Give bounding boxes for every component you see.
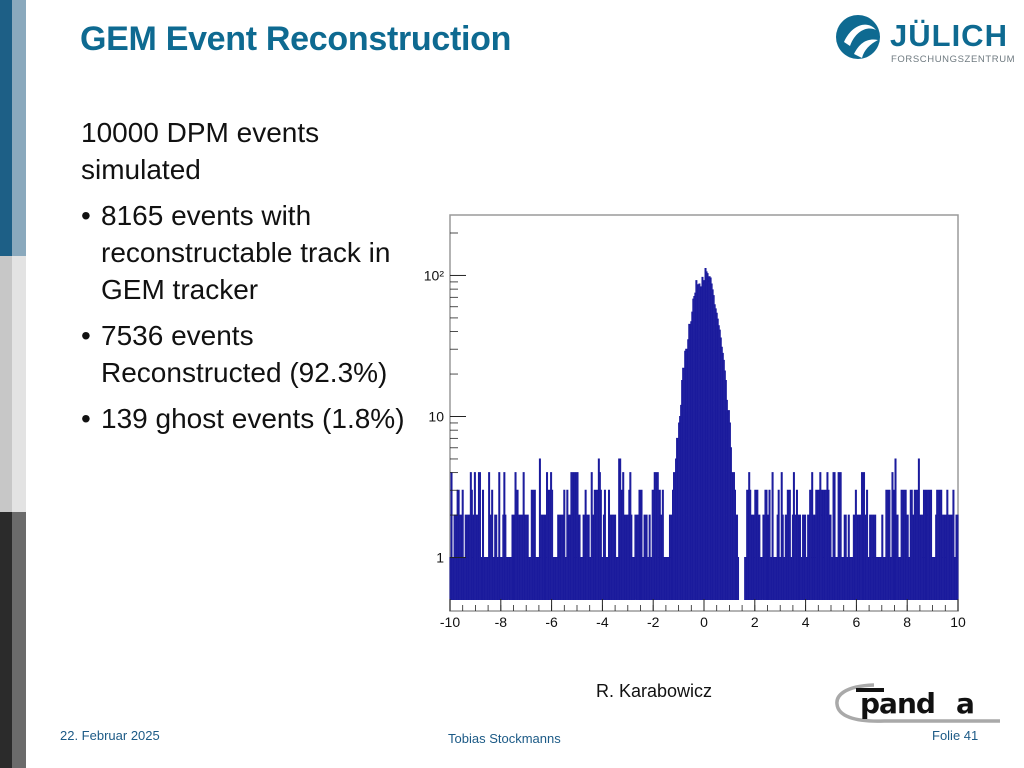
panda-logo: pand a bbox=[835, 683, 1000, 723]
slide-title: GEM Event Reconstruction bbox=[80, 20, 512, 58]
intro-text: 10000 DPM events simulated bbox=[81, 117, 320, 185]
x-tick-label: -2 bbox=[647, 614, 660, 630]
logo-subtitle: FORSCHUNGSZENTRUM bbox=[891, 54, 1016, 65]
chart-axes: -10 -8 -6 -4 -2 0 2 4 6 8 10 1 10 10² bbox=[424, 232, 966, 630]
x-tick-label: -10 bbox=[440, 614, 460, 630]
bullet-text: 8165 events with reconstructable track i… bbox=[101, 200, 391, 305]
bullet-item: • 7536 events Reconstructed (92.3%) bbox=[81, 317, 411, 391]
panda-logo-wordmark-end: a bbox=[956, 687, 975, 720]
footer-date: 22. Februar 2025 bbox=[60, 728, 160, 743]
x-tick-label: -4 bbox=[596, 614, 609, 630]
y-tick-label: 10 bbox=[428, 409, 444, 425]
logo-name: JÜLICH bbox=[890, 18, 1008, 53]
bullet-dot-icon: • bbox=[81, 320, 91, 351]
x-tick-label: -8 bbox=[495, 614, 508, 630]
bullet-list: • 8165 events with reconstructable track … bbox=[81, 197, 411, 437]
credit-text: R. Karabowicz bbox=[596, 681, 713, 701]
y-tick-label: 10² bbox=[424, 267, 445, 283]
x-tick-label: 0 bbox=[700, 614, 708, 630]
bullet-item: • 8165 events with reconstructable track … bbox=[81, 197, 411, 308]
bullet-item: • 139 ghost events (1.8%) bbox=[81, 400, 411, 437]
stripe-light-segment bbox=[12, 0, 26, 256]
bullet-dot-icon: • bbox=[81, 403, 91, 434]
slide-body: 10000 DPM events simulated • 8165 events … bbox=[81, 114, 411, 446]
juelich-logo-mark-icon bbox=[836, 15, 880, 59]
panda-logo-swoosh-icon bbox=[835, 683, 1000, 723]
stripe-dark-segment bbox=[0, 0, 12, 256]
y-tick-label: 1 bbox=[436, 550, 444, 566]
panda-logo-wordmark: pand bbox=[860, 687, 935, 720]
panda-logo-bar-icon bbox=[856, 688, 884, 692]
x-tick-label: 10 bbox=[950, 614, 966, 630]
x-tick-label: -6 bbox=[545, 614, 558, 630]
bullet-text: 7536 events Reconstructed (92.3%) bbox=[101, 320, 388, 388]
stripe-darkgrey-segment bbox=[12, 512, 26, 768]
bullet-text: 139 ghost events (1.8%) bbox=[101, 403, 405, 434]
stripe-black-segment bbox=[0, 512, 12, 768]
stripe-grey-segment bbox=[0, 256, 12, 512]
histogram-chart: -10 -8 -6 -4 -2 0 2 4 6 8 10 1 10 10² bbox=[424, 214, 966, 630]
footer-page-number: Folie 41 bbox=[932, 728, 979, 743]
stripe-grey-light-segment bbox=[12, 256, 26, 512]
x-tick-label: 8 bbox=[903, 614, 911, 630]
bullet-dot-icon: • bbox=[81, 200, 91, 231]
x-tick-label: 2 bbox=[751, 614, 759, 630]
x-tick-label: 4 bbox=[802, 614, 810, 630]
juelich-logo: JÜLICH FORSCHUNGSZENTRUM bbox=[834, 12, 1015, 72]
x-tick-label: 6 bbox=[853, 614, 861, 630]
footer-author: Tobias Stockmanns bbox=[448, 731, 561, 746]
